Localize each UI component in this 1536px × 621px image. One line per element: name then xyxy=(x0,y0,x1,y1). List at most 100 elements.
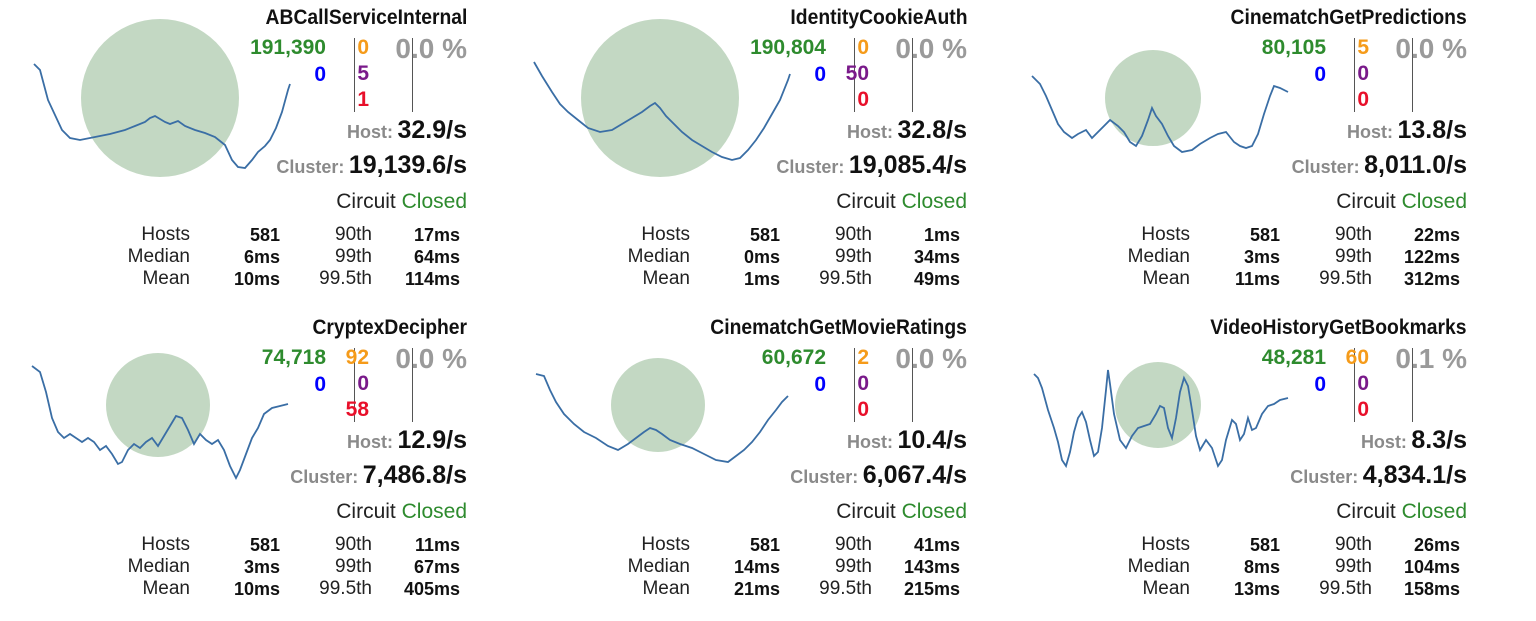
health-circle xyxy=(1115,362,1201,448)
p995-value: 215ms xyxy=(903,579,960,599)
p99-value: 34ms xyxy=(913,247,960,267)
circuit-label: Circuit xyxy=(336,500,396,523)
p995-value: 312ms xyxy=(1403,269,1460,289)
host-label: Host: xyxy=(847,122,894,142)
host-rate: Host: 32.8/s xyxy=(847,116,967,145)
p99-label: 99th xyxy=(335,246,372,267)
request-rate-sparkline xyxy=(1033,369,1289,469)
command-title[interactable]: CinematchGetPredictions xyxy=(1230,6,1467,29)
timeout-count: 0 xyxy=(857,36,869,59)
p90-value: 11ms xyxy=(414,535,460,555)
timeout-count: 60 xyxy=(1345,346,1369,369)
error-percentage: 0.0 % xyxy=(895,343,967,374)
sparkline-chart xyxy=(1031,50,1289,153)
timeout-count: 92 xyxy=(345,346,369,369)
error-percentage: 0.1 % xyxy=(1395,343,1467,374)
divider xyxy=(1354,38,1355,112)
median-label: Median xyxy=(1127,556,1190,577)
circuit-state: Closed xyxy=(401,190,467,213)
hosts-label: Hosts xyxy=(641,534,690,555)
percentile-values: 17ms 64ms 114ms xyxy=(405,224,460,290)
hosts-value: 581 xyxy=(749,535,780,555)
stats-labels: Hosts Median Mean xyxy=(1128,534,1190,600)
circuit-label: Circuit xyxy=(1336,190,1396,213)
command-title[interactable]: CryptexDecipher xyxy=(312,316,467,339)
p995-label: 99.5th xyxy=(319,578,372,599)
host-rate-value: 8.3/s xyxy=(1411,426,1467,454)
cluster-rate: Cluster: 6,067.4/s xyxy=(790,461,967,490)
p995-label: 99.5th xyxy=(819,578,872,599)
p99-value: 67ms xyxy=(413,557,460,577)
mean-label: Mean xyxy=(142,578,190,599)
p995-label: 99.5th xyxy=(819,268,872,289)
mean-value: 10ms xyxy=(233,579,280,599)
host-rate-value: 32.8/s xyxy=(897,116,967,144)
command-title[interactable]: IdentityCookieAuth xyxy=(789,6,967,29)
p99-value: 143ms xyxy=(903,557,960,577)
circuit-card: VideoHistoryGetBookmarks 48,281 0 60 0 0… xyxy=(1000,310,1500,610)
median-label: Median xyxy=(627,246,690,267)
mean-value: 10ms xyxy=(233,269,280,289)
hosts-value: 581 xyxy=(249,535,280,555)
median-value: 6ms xyxy=(243,247,280,267)
success-count: 74,718 xyxy=(261,346,326,369)
stats-labels: Hosts Median Mean xyxy=(128,224,190,290)
median-label: Median xyxy=(1127,246,1190,267)
cluster-rate-value: 7,486.8/s xyxy=(362,461,467,489)
p90-label: 90th xyxy=(335,534,372,555)
command-title[interactable]: ABCallServiceInternal xyxy=(265,6,467,29)
request-rate-sparkline xyxy=(533,61,791,161)
command-title[interactable]: CinematchGetMovieRatings xyxy=(710,316,967,339)
p90-value: 41ms xyxy=(913,535,960,555)
host-rate: Host: 8.3/s xyxy=(1361,426,1467,455)
circuit-label: Circuit xyxy=(836,190,896,213)
sparkline-chart xyxy=(535,358,789,463)
percentile-labels: 90th 99th 99.5th xyxy=(319,224,372,290)
success-count: 60,672 xyxy=(761,346,826,369)
percentile-values: 41ms 143ms 215ms xyxy=(904,534,960,600)
rejected-count: 0 xyxy=(357,372,369,395)
stats-labels: Hosts Median Mean xyxy=(128,534,190,600)
stats-values: 581 3ms 10ms xyxy=(234,534,280,600)
sparkline-chart xyxy=(1033,362,1289,469)
mean-label: Mean xyxy=(1142,578,1190,599)
timeout-count: 2 xyxy=(857,346,869,369)
circuit-label: Circuit xyxy=(336,190,396,213)
command-title[interactable]: VideoHistoryGetBookmarks xyxy=(1210,316,1467,339)
bad-request-count: 0 xyxy=(1314,373,1326,396)
stats-values: 581 0ms 1ms xyxy=(744,224,780,290)
cluster-label: Cluster: xyxy=(1290,467,1359,487)
divider xyxy=(1412,38,1413,112)
cluster-rate-value: 19,085.4/s xyxy=(848,151,967,179)
mean-value: 21ms xyxy=(733,579,780,599)
stats-labels: Hosts Median Mean xyxy=(628,534,690,600)
stats-values: 581 3ms 11ms xyxy=(1235,224,1280,290)
failure-count: 58 xyxy=(345,398,369,421)
p995-label: 99.5th xyxy=(1319,578,1372,599)
host-rate: Host: 32.9/s xyxy=(347,116,467,145)
failure-count: 0 xyxy=(857,88,869,111)
p99-label: 99th xyxy=(1335,246,1372,267)
rejected-count: 50 xyxy=(845,62,869,85)
cluster-label: Cluster: xyxy=(290,467,359,487)
host-rate: Host: 10.4/s xyxy=(847,426,967,455)
request-rate-sparkline xyxy=(1031,75,1289,153)
rejected-count: 0 xyxy=(857,372,869,395)
hosts-value: 581 xyxy=(249,225,280,245)
cluster-rate: Cluster: 8,011.0/s xyxy=(1292,151,1467,180)
timeout-count: 5 xyxy=(1357,36,1369,59)
hosts-label: Hosts xyxy=(1141,224,1190,245)
p995-value: 114ms xyxy=(404,269,460,289)
mean-label: Mean xyxy=(1142,268,1190,289)
cluster-label: Cluster: xyxy=(776,157,845,177)
error-percentage: 0.0 % xyxy=(395,343,467,374)
p90-value: 17ms xyxy=(413,225,460,245)
circuit-status: Circuit Closed xyxy=(836,500,967,524)
sparkline-chart xyxy=(31,353,289,481)
p99-label: 99th xyxy=(835,556,872,577)
bad-request-count: 0 xyxy=(314,373,326,396)
circuit-card: ABCallServiceInternal 191,390 0 0 5 1 0.… xyxy=(0,0,500,300)
host-rate-value: 32.9/s xyxy=(397,116,467,144)
hosts-value: 581 xyxy=(749,225,780,245)
